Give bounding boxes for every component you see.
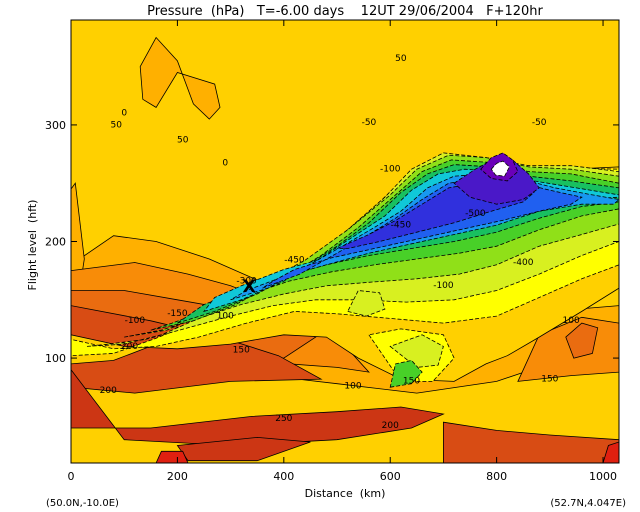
contour-label-13: -50 (532, 118, 547, 128)
y-tick-label-2: 300 (45, 119, 66, 132)
contour-region-12 (602, 441, 619, 463)
x-tick-label-4: 800 (486, 470, 507, 483)
y-tick-label-1: 200 (45, 236, 66, 249)
contour-label-15: 150 (233, 345, 250, 355)
contour-label-20: 200 (100, 386, 117, 396)
x-axis: 0 200 400 600 800 1000 (68, 20, 617, 483)
contour-label-11: -100 (125, 316, 146, 326)
start-location-label: (50.0N,-10.0E) (46, 498, 119, 509)
x-axis-label: Distance (km) (305, 487, 386, 500)
contour-label-23: 150 (541, 374, 558, 384)
contour-label-2: 50 (177, 135, 189, 145)
contour-label-8: -450 (284, 255, 305, 265)
contour-label-layer: 500500-50-100-500-450-450-300-150-100-10… (100, 54, 580, 431)
contour-label-16: 200 (121, 342, 138, 352)
x-tick-label-5: 1000 (589, 470, 617, 483)
contour-label-10: -150 (167, 309, 188, 319)
contour-label-6: -500 (465, 209, 486, 219)
contour-label-19: 250 (275, 414, 292, 424)
x-tick-label-3: 600 (380, 470, 401, 483)
x-tick-label-0: 0 (68, 470, 75, 483)
contour-region-18 (389, 334, 444, 368)
y-axis-label: Flight level (hft) (26, 200, 39, 291)
chart-title: Pressure (hPa) T=-6.00 days 12UT 29/06/2… (147, 4, 543, 19)
contour-label-0: 50 (110, 120, 122, 130)
contour-region-13 (155, 450, 189, 463)
contour-region-9 (442, 421, 619, 463)
contour-region-30 (389, 359, 423, 388)
contour-label-18: 200 (382, 421, 399, 431)
contour-label-14: 100 (217, 311, 234, 321)
x-tick-label-2: 400 (273, 470, 294, 483)
contour-label-3: 0 (222, 159, 228, 169)
contour-label-1: 0 (121, 109, 127, 119)
contour-label-9: -300 (236, 276, 257, 286)
contour-label-17: 150 (403, 377, 420, 387)
contour-label-22: 100 (563, 316, 580, 326)
y-tick-label-0: 100 (45, 352, 66, 365)
contour-label-5: -100 (380, 165, 401, 175)
position-marker: X (243, 277, 256, 297)
y-axis: 100 200 300 (45, 119, 619, 365)
contour-label-24: 50 (395, 54, 407, 64)
contour-region-7 (565, 322, 599, 359)
contour-region-1 (139, 36, 221, 120)
contour-region-28 (490, 160, 510, 177)
contour-label-7: -450 (391, 221, 412, 231)
contour-label-25: -400 (513, 258, 534, 268)
contour-label-4: -50 (362, 118, 377, 128)
contour-region-29 (347, 290, 386, 317)
end-location-label: (52.7N,4.047E) (550, 498, 626, 509)
contour-label-12: -100 (433, 281, 454, 291)
x-tick-label-1: 200 (167, 470, 188, 483)
contour-label-21: 100 (344, 381, 361, 391)
marker-layer: X (243, 277, 256, 297)
contour-fill-layer (71, 36, 619, 463)
